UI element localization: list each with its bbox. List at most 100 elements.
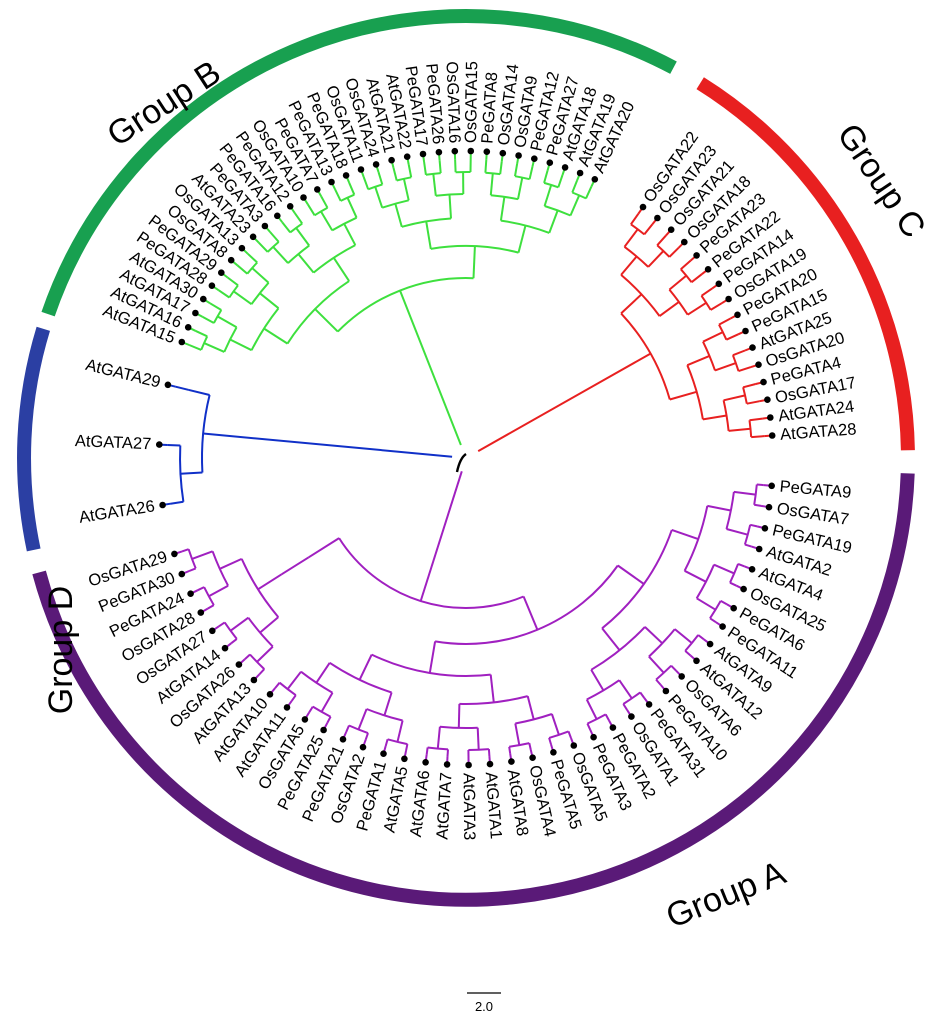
tree-branches [159, 150, 773, 766]
branch-radial [644, 626, 663, 645]
leaf-label: AtGATA7 [433, 772, 455, 840]
branch-radial [257, 241, 269, 253]
branch-radial [622, 703, 628, 711]
branch-radial [618, 679, 633, 699]
leaf-node-dot [609, 724, 617, 731]
branch-radial [428, 641, 437, 674]
branch-radial [680, 259, 692, 270]
branch-radial [671, 528, 699, 541]
leaf-node-dot [208, 282, 216, 290]
branch-radial [620, 255, 638, 276]
branch-radial [201, 315, 215, 324]
branch-radial [601, 627, 621, 651]
branch-radial [274, 682, 281, 689]
branch-radial [263, 327, 289, 345]
leaf-node-dot [227, 256, 235, 264]
branch-radial [269, 231, 280, 243]
leaf-label: OsGATA16 [443, 61, 464, 144]
branch-radial [548, 737, 553, 745]
branch-radial [702, 331, 724, 343]
branch-radial [362, 176, 370, 190]
branch-arc [187, 548, 197, 569]
leaf-label: AtGATA3 [460, 773, 479, 840]
branch-radial [257, 573, 283, 591]
branch-radial [702, 414, 727, 421]
leaf-node-dot [590, 733, 597, 741]
leaf-node-dot [192, 309, 199, 317]
branch-radial [348, 182, 356, 196]
branch-radial [364, 732, 369, 741]
leaf-node-dot [764, 396, 771, 404]
leaf-node-dot [654, 214, 661, 222]
leaf-node-dot [681, 238, 688, 246]
branch-arc [725, 491, 735, 530]
leaf-node-dot [628, 713, 635, 720]
leaf-node-dot [422, 759, 429, 766]
branch-radial [230, 638, 238, 644]
branch-radial [384, 739, 389, 747]
group-b-root-branch [399, 290, 462, 446]
leaf-node-dot [662, 687, 670, 695]
branch-radial [586, 723, 592, 731]
branch-radial [197, 586, 205, 592]
leaf-node-dot [197, 609, 205, 616]
branch-radial [188, 344, 202, 351]
leaf-node-dot [274, 212, 281, 220]
leaf-node-dot [238, 244, 246, 252]
branch-radial [499, 196, 506, 221]
leaf-node-dot [765, 503, 773, 511]
branch-radial [286, 671, 302, 690]
root-branch [455, 453, 467, 473]
branch-radial [514, 163, 519, 177]
branch-radial [499, 161, 503, 175]
branch-arc [509, 742, 530, 748]
branch-arc [223, 621, 238, 640]
branch-radial [522, 596, 539, 631]
branch-arc [683, 505, 709, 572]
branch-radial [308, 537, 340, 559]
branch-radial [438, 160, 442, 174]
branch-radial [394, 203, 403, 228]
group-d-arc [17, 326, 50, 552]
branch-radial [744, 543, 752, 548]
branch-radial [684, 569, 707, 583]
branch-radial [306, 203, 316, 216]
branch-radial [696, 597, 717, 611]
branch-arc [743, 524, 752, 545]
branch-radial [749, 523, 758, 528]
branch-radial [290, 694, 297, 702]
leaf-node-dot [570, 742, 578, 749]
leaf-node-dot [187, 590, 194, 597]
branch-radial [526, 695, 535, 720]
scale-bar: 2.0 [467, 992, 501, 1014]
branch-arc [729, 563, 740, 584]
branch-radial [585, 186, 593, 199]
branch-radial [687, 301, 707, 316]
branch-arc [668, 288, 689, 316]
leaf-node-dot [515, 152, 522, 159]
branch-radial [396, 720, 404, 743]
branch-arc [338, 537, 524, 610]
branch-radial [247, 252, 258, 264]
leaf-node-dot [667, 226, 675, 233]
branch-radial [725, 333, 739, 341]
branch-radial [647, 250, 665, 268]
leaf-label: PeGATA8 [478, 71, 501, 144]
branch-radial [281, 556, 310, 576]
branch-radial [585, 699, 598, 720]
branch-arc [622, 691, 641, 705]
branch-arc [223, 326, 238, 353]
branch-radial [251, 267, 270, 284]
branch-radial [656, 234, 667, 246]
branch-radial [436, 726, 441, 749]
group-b-arc [41, 9, 677, 317]
branch-radial [489, 674, 495, 703]
branch-arc [240, 558, 280, 618]
leaf-nodes: PeGATA9OsGATA7PeGATA19AtGATA2AtGATA4OsGA… [75, 61, 858, 840]
branch-radial [686, 354, 710, 367]
leaf-node-dot [591, 176, 599, 183]
branch-arc [331, 216, 358, 232]
leaf-label: AtGATA27 [75, 432, 152, 453]
branch-radial [508, 746, 512, 754]
